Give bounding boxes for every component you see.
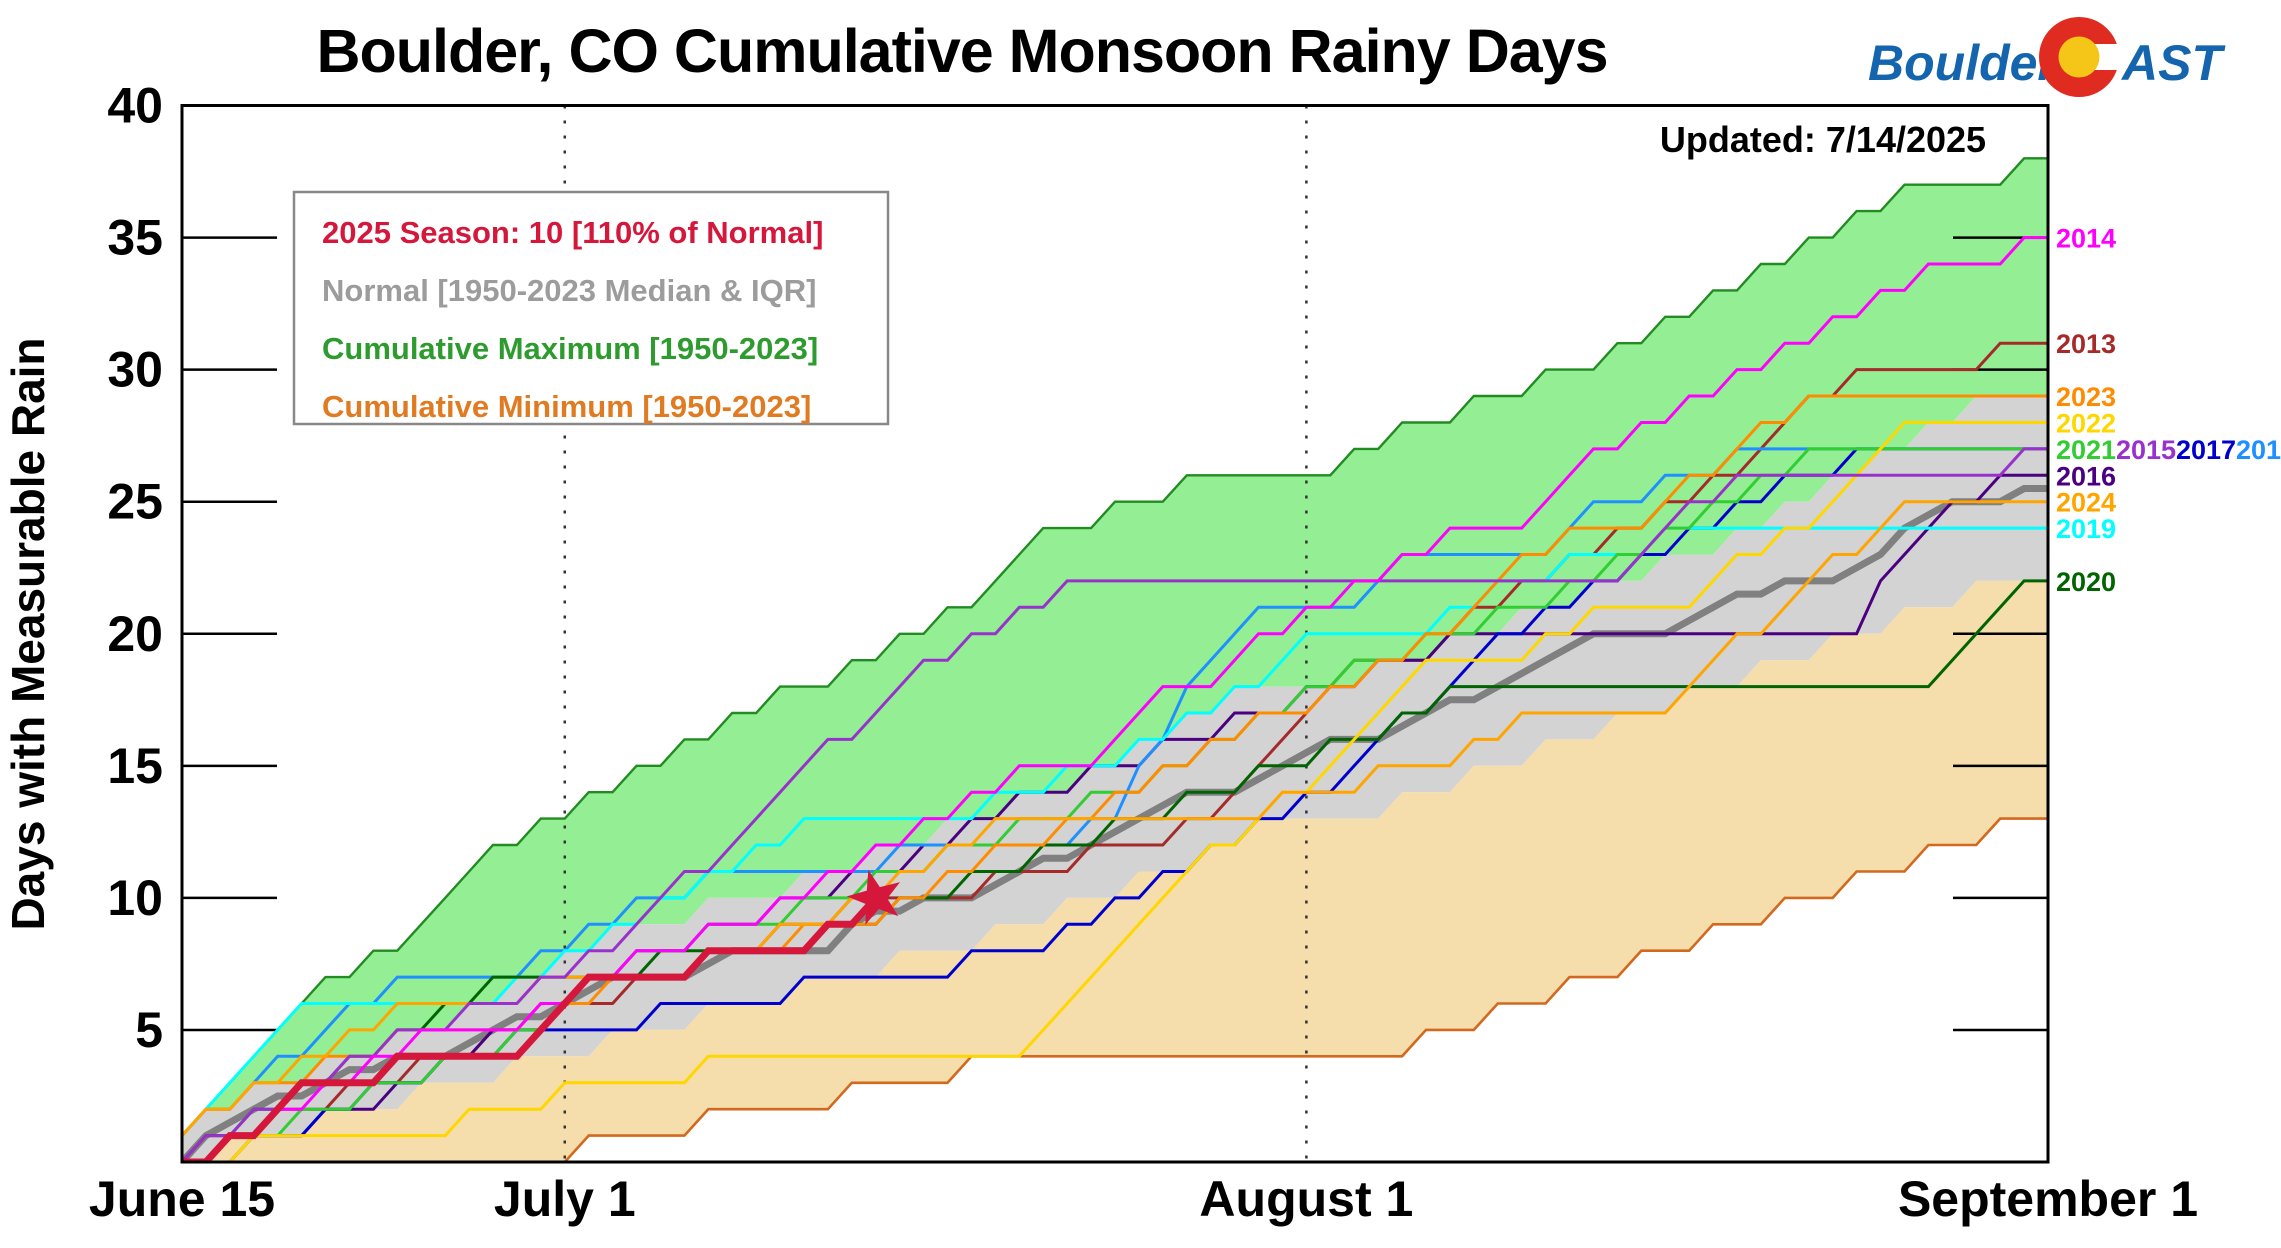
year-label-2023: 2023 <box>2056 382 2116 412</box>
series-line-2014 <box>182 236 2048 1162</box>
current-season-star-icon <box>846 869 901 925</box>
bouldercast-logo: Boulder AST <box>1868 17 2226 97</box>
series-line-2015 <box>182 447 2048 1162</box>
year-label-2013: 2013 <box>2056 329 2116 359</box>
data-lines <box>182 236 2048 1162</box>
year-label-2018: 2018 <box>2236 435 2281 465</box>
y-tick-label-10: 10 <box>107 870 163 926</box>
plot-border <box>180 104 2050 1164</box>
legend-item-2: Cumulative Maximum [1950-2023] <box>322 331 818 366</box>
year-label-2021: 2021 <box>2056 435 2116 465</box>
year-label-2024: 2024 <box>2056 488 2116 518</box>
year-label-2017: 2017 <box>2176 435 2236 465</box>
year-label-2016: 2016 <box>2056 461 2116 491</box>
y-tick-label-40: 40 <box>107 78 163 134</box>
legend-box <box>292 190 890 426</box>
y-tick-label-5: 5 <box>135 1002 163 1058</box>
min-band-fill <box>182 580 2048 1162</box>
x-tick-label: July 1 <box>494 1171 636 1227</box>
x-tick-label: August 1 <box>1199 1171 1413 1227</box>
y-tick-label-15: 15 <box>107 738 163 794</box>
legend-item-1: Normal [1950-2023 Median & IQR] <box>322 273 816 308</box>
colorado-c-icon <box>2039 17 2131 97</box>
legend-item-0: 2025 Season: 10 [110% of Normal] <box>322 215 823 250</box>
y-tick-label-30: 30 <box>107 342 163 398</box>
series-line-2025 <box>182 895 879 1162</box>
legend: 2025 Season: 10 [110% of Normal] Normal [… <box>292 190 890 426</box>
x-tick-labels: June 15 July 1 August 1 September 1 <box>89 1171 2198 1227</box>
x-tick-label: June 15 <box>89 1171 275 1227</box>
max-boundary-line <box>182 157 2048 1137</box>
y-axis-title: Days with Measurable Rain <box>2 337 54 930</box>
y-tick-label-20: 20 <box>107 606 163 662</box>
plot-area: 5 10 15 20 25 30 35 40 June 15 July 1 August 1 Sept… <box>89 78 2281 1228</box>
logo-ast-text: AST <box>2120 35 2226 91</box>
y-tick-labels: 5 10 15 20 25 30 35 40 <box>107 78 163 1058</box>
y-tick-label-25: 25 <box>107 474 163 530</box>
y-tick-label-35: 35 <box>107 210 163 266</box>
year-label-2020: 2020 <box>2056 567 2116 597</box>
year-label-2022: 2022 <box>2056 408 2116 438</box>
band-fills <box>182 157 2048 1162</box>
page-title: Boulder, CO Cumulative Monsoon Rainy Day… <box>316 17 1607 85</box>
iqr-band-fill <box>182 396 2048 1162</box>
year-label-2014: 2014 <box>2056 224 2116 254</box>
year-label-2015: 2015 <box>2116 435 2176 465</box>
x-tick-label: September 1 <box>1898 1171 2198 1227</box>
updated-label: Updated: 7/14/2025 <box>1660 119 1986 160</box>
year-label-2019: 2019 <box>2056 514 2116 544</box>
min-boundary-line <box>182 817 2048 1162</box>
legend-item-3: Cumulative Minimum [1950-2023] <box>322 389 811 424</box>
series-line-2022 <box>182 421 2048 1162</box>
logo-boulder-text: Boulder <box>1868 35 2059 91</box>
max-band-fill <box>182 158 2048 1136</box>
